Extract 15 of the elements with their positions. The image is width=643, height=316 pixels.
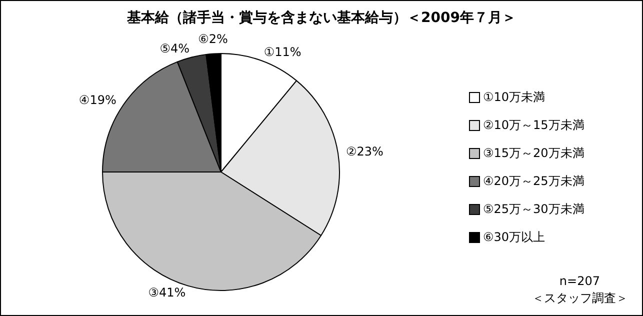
legend-label: ①10万未満 — [483, 88, 546, 106]
data-label: ②23% — [346, 144, 384, 158]
legend-label: ③15万～20万未満 — [483, 144, 584, 162]
legend-label: ②10万～15万未満 — [483, 116, 584, 134]
data-label: ⑥2% — [198, 32, 228, 46]
data-label: ④19% — [78, 93, 116, 108]
legend-label: ④20万～25万未満 — [483, 172, 584, 190]
legend-label: ⑥30万以上 — [483, 228, 546, 246]
text: ＜スタッフ調査＞ — [532, 290, 628, 307]
text: n=207 — [558, 273, 601, 290]
data-label: ①11% — [264, 45, 302, 60]
chart-title: 基本給（諸手当・賞与を含まない基本給与）＜2009年７月＞ — [126, 9, 517, 27]
data-label: ⑤4% — [160, 42, 190, 56]
legend-label: ⑤25万～30万未満 — [483, 200, 584, 218]
data-label: ③41% — [148, 286, 186, 300]
